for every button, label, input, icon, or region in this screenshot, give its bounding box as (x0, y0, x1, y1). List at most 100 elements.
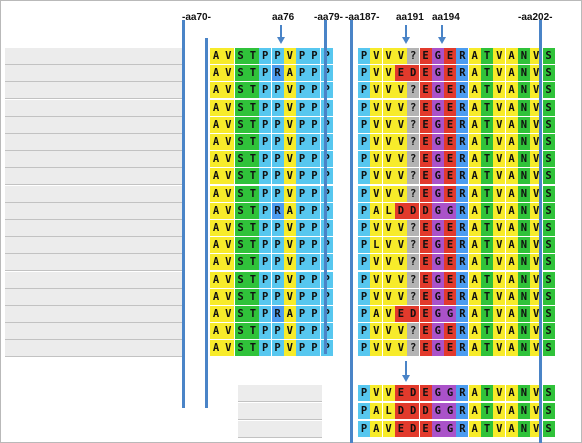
residue-cell: V (222, 288, 235, 305)
residue-cell: V (222, 306, 235, 322)
sequence-name[interactable] (5, 151, 183, 169)
arrow-down-icon (438, 37, 446, 44)
residue-cell: V (493, 116, 506, 133)
position-marker: -aa79- (314, 12, 343, 23)
residue-cell: N (517, 99, 530, 116)
sequence-name[interactable] (5, 202, 183, 220)
sequence-name[interactable] (5, 237, 183, 255)
inset-residue-cell: R (456, 385, 469, 401)
residue-cell: A (210, 151, 222, 168)
residue-cell: A (283, 65, 296, 82)
residue-cell: E (444, 65, 457, 82)
residue-cell: A (210, 65, 222, 82)
residue-cell: P (358, 185, 370, 202)
sequence-name[interactable] (5, 99, 183, 117)
residue-cell: P (308, 220, 321, 236)
sequence-name[interactable] (5, 306, 183, 323)
residue-cell: S (542, 271, 555, 288)
residue-cell: T (481, 323, 493, 340)
residue-cell: S (542, 48, 555, 64)
residue-cell: S (234, 220, 247, 236)
residue-cell: A (210, 202, 222, 219)
arrow-down-icon (402, 37, 410, 44)
residue-cell: P (308, 134, 321, 150)
residue-cell: G (431, 220, 444, 236)
residue-cell: V (394, 185, 407, 202)
residue-cell: S (542, 168, 555, 185)
residue-cell: V (493, 65, 506, 82)
residue-cell: E (419, 288, 432, 305)
sequence-name[interactable] (5, 271, 183, 289)
sequence-name[interactable] (5, 65, 183, 83)
residue-cell: V (382, 116, 395, 133)
sequence-name[interactable] (5, 254, 183, 272)
residue-cell: V (394, 134, 407, 150)
sequence-name[interactable] (5, 185, 183, 203)
residue-cell: V (283, 220, 296, 236)
residue-cell: V (493, 99, 506, 116)
divider-line-aa187 (350, 20, 353, 443)
position-marker: -aa202- (518, 12, 553, 23)
inset-residue-cell: V (382, 385, 395, 401)
sequence-name[interactable] (5, 82, 183, 100)
residue-cell: E (419, 237, 432, 254)
residue-cell: V (493, 254, 506, 271)
inset-residue-cell: P (358, 421, 370, 437)
residue-cell: V (370, 151, 383, 168)
residue-cell: A (210, 254, 222, 271)
sequence-name[interactable] (5, 288, 183, 306)
residue-cell: ? (407, 151, 420, 168)
residue-cell: P (358, 65, 370, 82)
residue-cell: A (468, 306, 481, 322)
residue-cell: A (468, 168, 481, 185)
residue-cell: R (456, 340, 469, 357)
residue-cell: A (505, 151, 518, 168)
residue-cell: P (296, 116, 309, 133)
sequence-name[interactable] (5, 48, 183, 65)
divider-line-aa79 (324, 20, 327, 354)
residue-cell: P (296, 254, 309, 271)
residue-cell: P (271, 99, 284, 116)
sequence-name[interactable] (5, 340, 183, 358)
sequence-name[interactable] (5, 323, 183, 341)
residue-cell: S (542, 99, 555, 116)
sequence-name[interactable] (5, 220, 183, 237)
residue-cell: A (210, 323, 222, 340)
residue-cell: T (246, 116, 259, 133)
inset-residue-cell: T (481, 385, 493, 401)
residue-cell: V (222, 254, 235, 271)
sequence-name[interactable] (5, 116, 183, 134)
residue-cell: P (259, 116, 272, 133)
sequence-name[interactable] (5, 134, 183, 151)
residue-cell: P (308, 151, 321, 168)
residue-cell: T (481, 185, 493, 202)
residue-cell: P (271, 340, 284, 357)
residue-cell: P (320, 116, 333, 133)
residue-cell: V (370, 116, 383, 133)
residue-cell: E (419, 168, 432, 185)
residue-cell: S (542, 134, 555, 150)
residue-cell: P (259, 220, 272, 236)
inset-sequence-name[interactable] (238, 403, 322, 420)
residue-cell: V (222, 48, 235, 64)
residue-cell: P (358, 237, 370, 254)
residue-cell: R (456, 99, 469, 116)
sequence-name[interactable] (5, 168, 183, 186)
residue-cell: ? (407, 237, 420, 254)
residue-cell: E (444, 220, 457, 236)
residue-cell: S (542, 185, 555, 202)
residue-cell: P (271, 48, 284, 64)
residue-cell: V (382, 288, 395, 305)
inset-sequence-name[interactable] (238, 385, 322, 402)
inset-sequence-name[interactable] (238, 421, 322, 438)
residue-cell: V (382, 323, 395, 340)
residue-cell: N (517, 202, 530, 219)
residue-cell: R (271, 306, 284, 322)
residue-cell: V (283, 185, 296, 202)
residue-cell: T (481, 306, 493, 322)
residue-cell: P (259, 134, 272, 150)
residue-cell: P (320, 306, 333, 322)
residue-cell: P (296, 151, 309, 168)
residue-cell: G (431, 168, 444, 185)
residue-cell: A (468, 340, 481, 357)
